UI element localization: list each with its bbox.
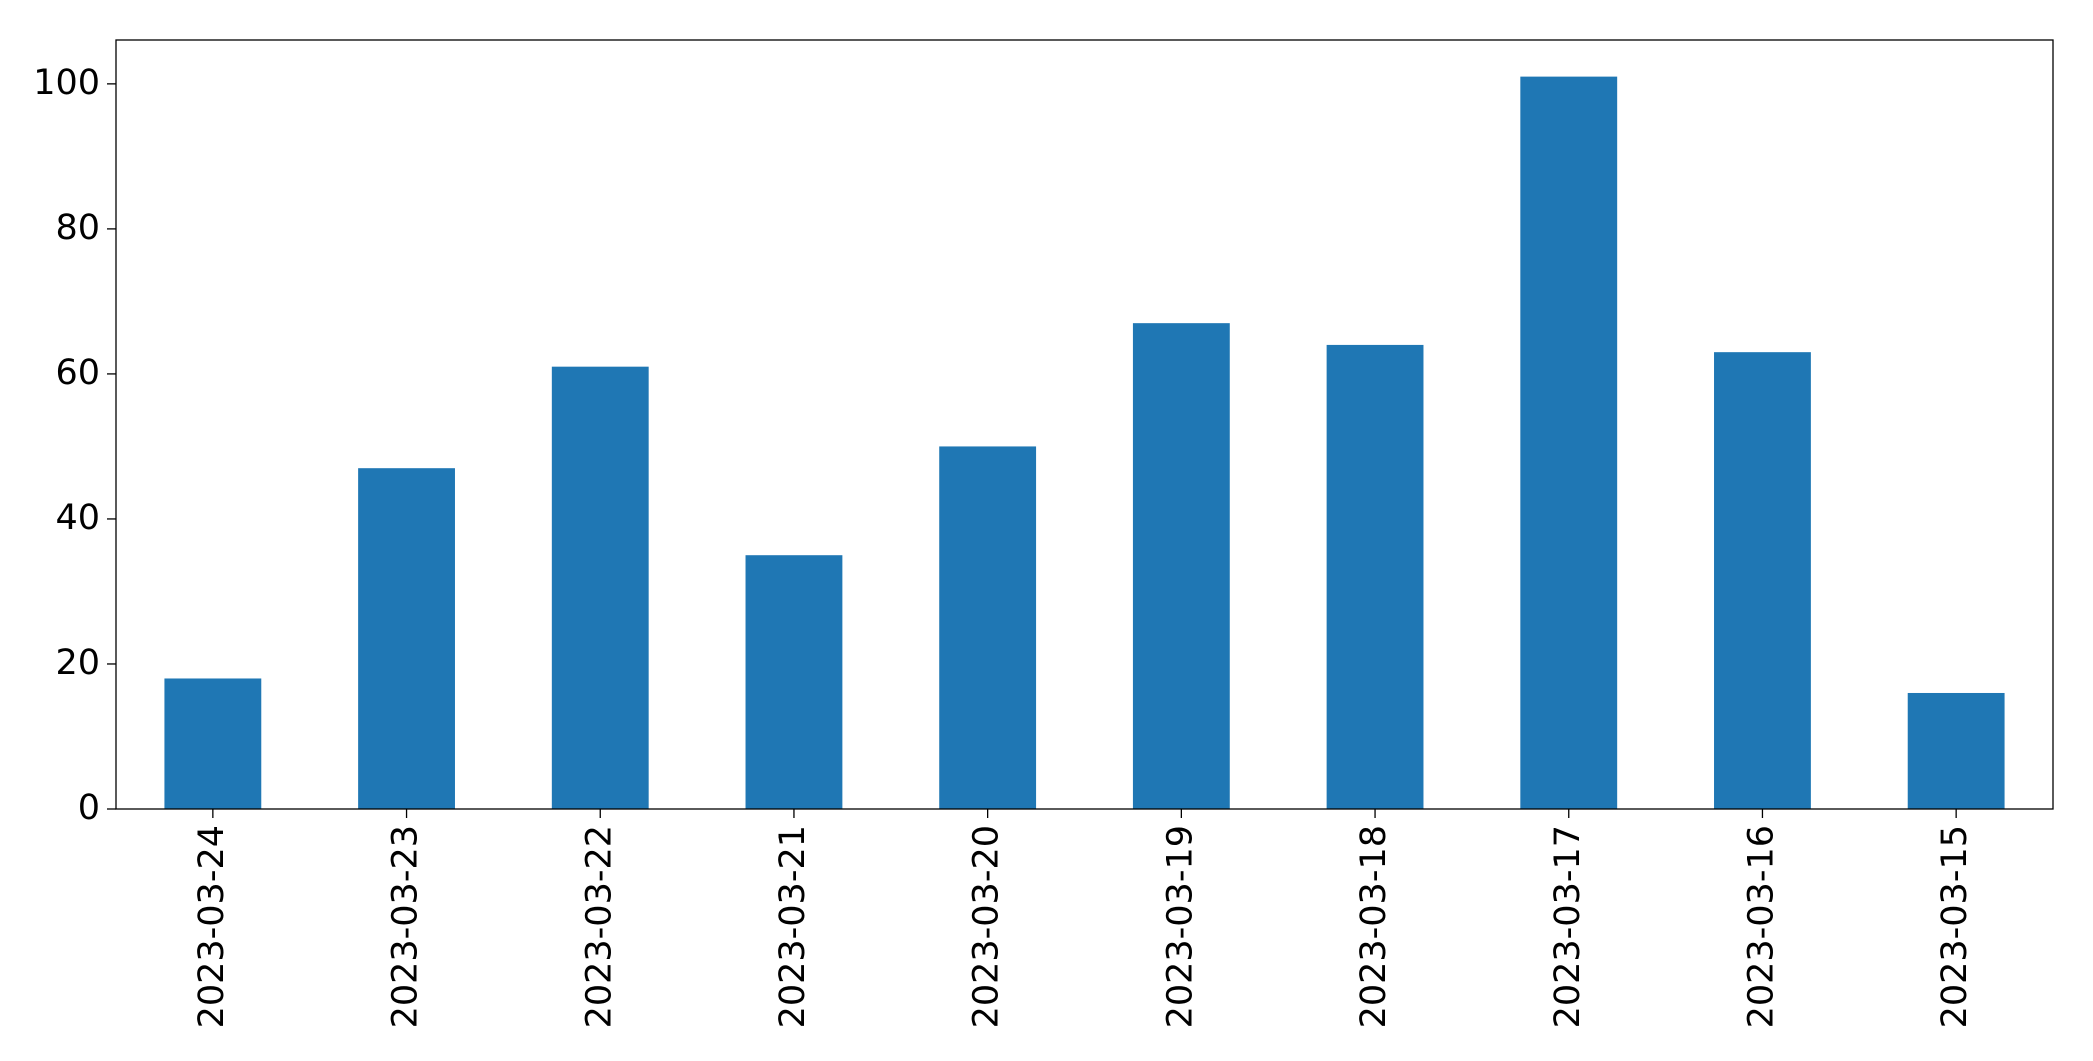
x-tick-label: 2023-03-17 — [1548, 825, 1588, 1028]
bar — [1132, 323, 1230, 809]
bar — [1714, 352, 1811, 809]
x-tick-label: 2023-03-18 — [1354, 825, 1394, 1028]
y-tick-label: 0 — [78, 788, 100, 828]
y-tick-label: 100 — [33, 63, 100, 103]
bar — [1520, 76, 1618, 810]
bar — [551, 366, 649, 809]
y-tick-label: 20 — [55, 643, 100, 683]
bar — [1907, 692, 2005, 809]
x-tick-label: 2023-03-16 — [1741, 825, 1781, 1028]
x-tick-label: 2023-03-20 — [967, 825, 1007, 1028]
x-tick-label: 2023-03-24 — [192, 825, 232, 1028]
x-tick-label: 2023-03-19 — [1160, 825, 1200, 1028]
y-tick-label: 80 — [55, 208, 100, 248]
x-tick-label: 2023-03-15 — [1935, 825, 1975, 1028]
bar — [745, 555, 843, 809]
y-tick-label: 60 — [55, 353, 100, 393]
bar — [164, 678, 262, 809]
x-tick-label: 2023-03-22 — [579, 825, 619, 1028]
plot-frame — [115, 39, 2054, 810]
x-tick-label: 2023-03-21 — [773, 825, 813, 1028]
bar — [358, 468, 455, 809]
bar — [939, 446, 1037, 809]
bar — [1326, 344, 1424, 809]
x-tick-label: 2023-03-23 — [386, 825, 426, 1028]
y-tick-label: 40 — [55, 498, 100, 538]
